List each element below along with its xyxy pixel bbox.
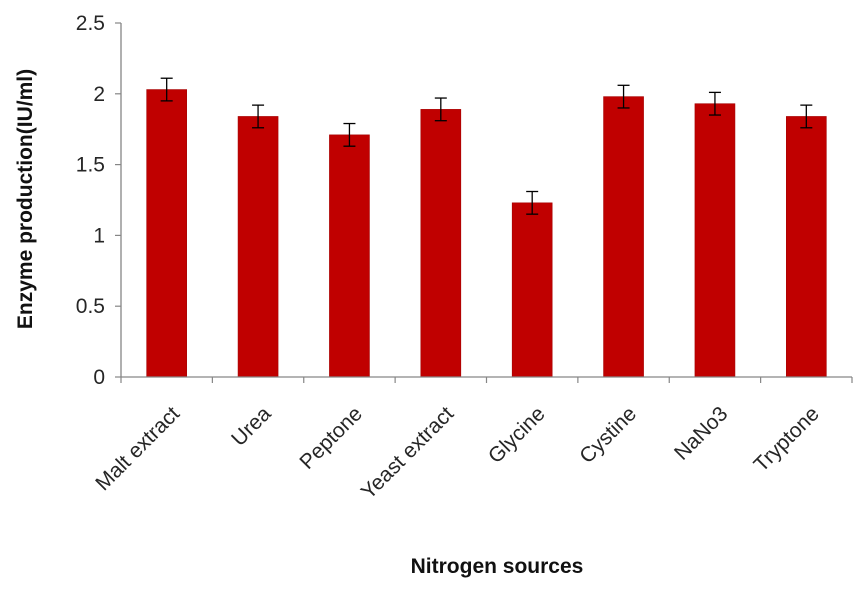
y-tick-label: 0	[93, 366, 105, 389]
bar	[420, 109, 462, 378]
bar	[511, 202, 553, 378]
y-tick-label: 2	[93, 83, 105, 106]
bars-group	[146, 89, 827, 378]
bar	[694, 103, 736, 378]
x-category-label: NaNo3	[670, 402, 732, 464]
error-bars-group	[160, 77, 813, 215]
y-tick-label: 2.5	[76, 12, 105, 35]
x-category-label: Malt extract	[91, 402, 184, 495]
y-tick-label: 0.5	[76, 295, 105, 318]
x-category-label: Peptone	[295, 402, 367, 474]
y-tick-label: 1	[93, 224, 105, 247]
axes-group	[120, 23, 853, 383]
x-category-label: Cystine	[575, 402, 641, 468]
bar	[786, 116, 827, 378]
bar	[603, 96, 644, 378]
y-axis-ticks: 0 0.5 1 1.5 2 2.5	[76, 12, 121, 389]
bar	[146, 89, 187, 378]
bar	[329, 134, 370, 378]
y-axis-title: Enzyme production(IU/ml)	[14, 69, 37, 329]
x-axis-title: Nitrogen sources	[411, 555, 584, 578]
x-category-label: Yeast extract	[357, 402, 459, 504]
y-tick-label: 1.5	[76, 154, 105, 177]
bar	[237, 116, 279, 378]
x-category-label: Tryptone	[750, 402, 824, 476]
x-category-label: Urea	[227, 402, 276, 451]
x-category-label: Glycine	[484, 402, 550, 468]
